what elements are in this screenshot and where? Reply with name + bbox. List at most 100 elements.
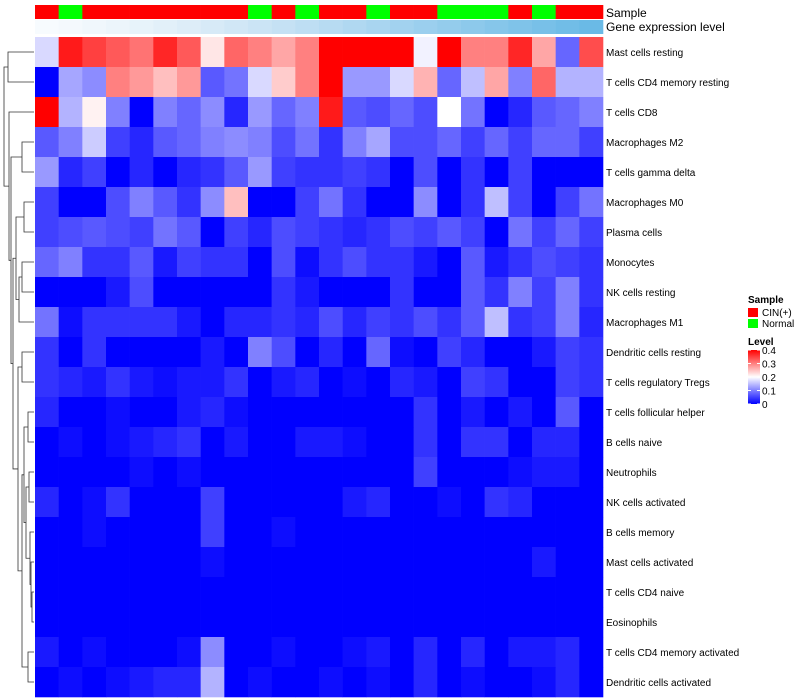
heatmap-cell xyxy=(58,547,83,578)
heatmap-cell xyxy=(271,457,296,488)
heatmap-cell xyxy=(532,37,556,68)
heatmap-cell xyxy=(129,187,154,218)
heatmap-cell xyxy=(413,307,438,338)
heatmap-cell xyxy=(271,307,296,338)
heatmap-cell xyxy=(129,457,154,488)
heatmap-cell xyxy=(437,97,462,128)
heatmap-cell xyxy=(177,607,201,638)
heatmap-cell xyxy=(106,37,130,68)
sample-annotation-cell xyxy=(319,5,343,19)
annotation-label-sample: Sample xyxy=(606,6,647,20)
heatmap-cell xyxy=(532,397,556,428)
heatmap-cell xyxy=(413,157,438,188)
heatmap-cell xyxy=(35,217,59,248)
heatmap-cell xyxy=(82,457,107,488)
heatmap-cell xyxy=(295,337,320,368)
heatmap-cell xyxy=(579,337,604,368)
heatmap-cell xyxy=(106,187,130,218)
heatmap-cell xyxy=(508,307,533,338)
heatmap-cell xyxy=(58,37,83,68)
heatmap-cell xyxy=(437,67,462,98)
heatmap-cell xyxy=(390,97,414,128)
gene-expression-cell xyxy=(58,20,83,34)
heatmap-cell xyxy=(129,577,154,608)
heatmap-cell xyxy=(82,187,107,218)
heatmap-cell xyxy=(106,397,130,428)
heatmap-cell xyxy=(153,307,178,338)
heatmap-cell xyxy=(366,157,391,188)
heatmap-cell xyxy=(413,517,438,548)
heatmap-cell xyxy=(508,337,533,368)
heatmap-cell xyxy=(224,277,249,308)
legend-title-level: Level xyxy=(748,337,774,348)
gene-expression-cell xyxy=(224,20,249,34)
heatmap-cell xyxy=(200,547,225,578)
heatmap-cell xyxy=(390,217,414,248)
heatmap-cell xyxy=(35,247,59,278)
heatmap-cell xyxy=(82,607,107,638)
heatmap-cell xyxy=(579,607,604,638)
heatmap-cell xyxy=(437,427,462,458)
heatmap-cell xyxy=(35,547,59,578)
heatmap-cell xyxy=(461,337,485,368)
heatmap-cell xyxy=(555,157,580,188)
heatmap-cell xyxy=(35,577,59,608)
heatmap-cell xyxy=(224,247,249,278)
heatmap-cell xyxy=(58,217,83,248)
heatmap-cell xyxy=(508,487,533,518)
heatmap-cell xyxy=(224,397,249,428)
heatmap-cell xyxy=(129,667,154,698)
heatmap-cell xyxy=(342,277,367,308)
sample-annotation-cell xyxy=(295,5,320,19)
heatmap-cell xyxy=(35,607,59,638)
sample-annotation-cell xyxy=(508,5,533,19)
heatmap-cell xyxy=(82,307,107,338)
heatmap-cell xyxy=(271,97,296,128)
heatmap-cell xyxy=(342,637,367,668)
heatmap-cell xyxy=(295,397,320,428)
heatmap-cell xyxy=(508,247,533,278)
heatmap-cell xyxy=(82,217,107,248)
heatmap-cell xyxy=(555,67,580,98)
heatmap-cell xyxy=(342,127,367,158)
heatmap-cell xyxy=(532,487,556,518)
heatmap-cell xyxy=(200,307,225,338)
heatmap-cell xyxy=(129,97,154,128)
heatmap-cell xyxy=(319,667,343,698)
heatmap-cell xyxy=(35,37,59,68)
heatmap-cell xyxy=(413,457,438,488)
heatmap-cell xyxy=(437,547,462,578)
heatmap-cell xyxy=(129,427,154,458)
heatmap-cell xyxy=(342,667,367,698)
heatmap-cell xyxy=(82,97,107,128)
heatmap-cell xyxy=(508,457,533,488)
heatmap-cell xyxy=(319,517,343,548)
heatmap-cell xyxy=(579,127,604,158)
heatmap-cell xyxy=(437,607,462,638)
heatmap-cell xyxy=(579,187,604,218)
heatmap-cell xyxy=(413,427,438,458)
heatmap-cell xyxy=(532,427,556,458)
heatmap-cell xyxy=(461,307,485,338)
heatmap-cell xyxy=(129,37,154,68)
heatmap-cell xyxy=(177,667,201,698)
heatmap-cell xyxy=(106,547,130,578)
row-label: Dendritic cells resting xyxy=(606,348,701,359)
heatmap-cell xyxy=(532,127,556,158)
heatmap-cell xyxy=(82,577,107,608)
heatmap-cell xyxy=(153,247,178,278)
heatmap-cell xyxy=(200,277,225,308)
heatmap-cell xyxy=(319,367,343,398)
row-label: T cells CD4 naive xyxy=(606,588,685,599)
heatmap-cell xyxy=(555,37,580,68)
sample-annotation-cell xyxy=(437,5,462,19)
heatmap-cell xyxy=(390,607,414,638)
heatmap-cell xyxy=(82,157,107,188)
heatmap-cell xyxy=(319,37,343,68)
heatmap-cell xyxy=(35,427,59,458)
heatmap-cell xyxy=(390,487,414,518)
heatmap-cell xyxy=(82,397,107,428)
heatmap-cell xyxy=(58,187,83,218)
heatmap-cell xyxy=(579,667,604,698)
